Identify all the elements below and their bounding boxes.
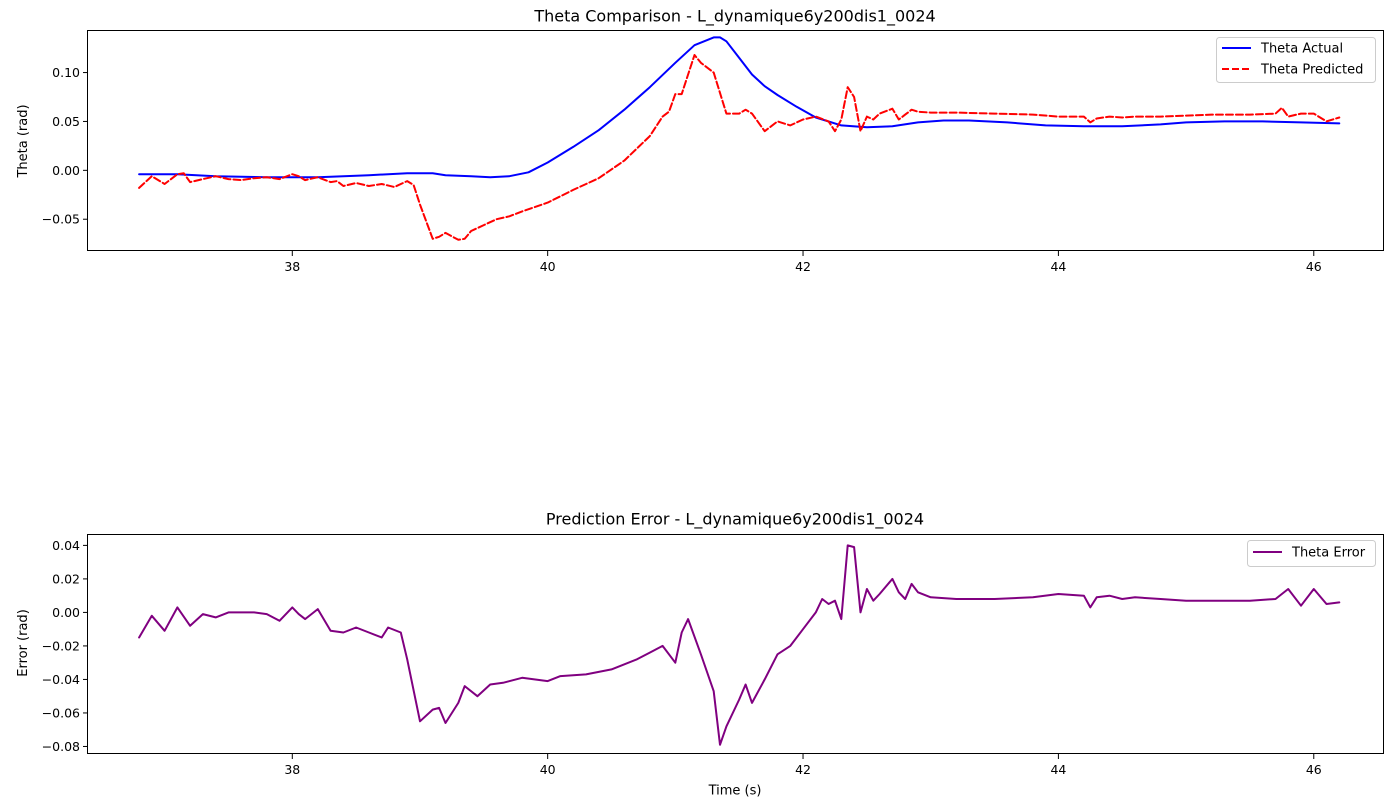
series-line-theta-actual bbox=[138, 36, 1341, 179]
chart-title: Prediction Error - L_dynamique6y200dis1_… bbox=[546, 510, 924, 530]
x-tick-label: 44 bbox=[1050, 259, 1066, 274]
series-line-theta-predicted bbox=[138, 54, 1341, 241]
y-tick-label: 0.04 bbox=[52, 538, 80, 553]
y-tick-label: −0.05 bbox=[42, 212, 80, 227]
x-tick-label: 40 bbox=[540, 762, 556, 777]
y-tick-label: 0.10 bbox=[52, 65, 80, 80]
x-tick-label: 46 bbox=[1306, 259, 1322, 274]
x-tick-label: 40 bbox=[540, 259, 556, 274]
x-tick-label: 46 bbox=[1306, 762, 1322, 777]
x-tick-label: 44 bbox=[1050, 762, 1066, 777]
axes-frame bbox=[87, 534, 1384, 754]
y-tick-label: −0.06 bbox=[42, 705, 80, 720]
legend: Theta Error bbox=[1247, 540, 1376, 567]
y-tick-label: 0.00 bbox=[52, 605, 80, 620]
plot-prediction-error: Prediction Error - L_dynamique6y200dis1_… bbox=[16, 510, 1384, 799]
legend-label-theta-actual: Theta Actual bbox=[1260, 42, 1343, 57]
legend: Theta Actual Theta Predicted bbox=[1216, 37, 1376, 83]
series-layer bbox=[138, 36, 1341, 241]
axes-frame bbox=[87, 30, 1384, 251]
x-tick-label: 38 bbox=[284, 762, 300, 777]
chart-title: Theta Comparison - L_dynamique6y200dis1_… bbox=[533, 7, 935, 27]
x-tick-label: 42 bbox=[795, 259, 811, 274]
y-tick-label: −0.08 bbox=[42, 739, 80, 754]
y-tick-label: 0.00 bbox=[52, 163, 80, 178]
legend-box bbox=[1216, 37, 1376, 83]
plot-theta-comparison: Theta Comparison - L_dynamique6y200dis1_… bbox=[16, 7, 1384, 274]
x-axis-label: Time (s) bbox=[708, 784, 762, 799]
y-tick-label: −0.04 bbox=[42, 672, 80, 687]
legend-box bbox=[1247, 540, 1376, 567]
tick-layer: 38 40 42 44 46 −0.08 −0.06 −0.04 −0.02 0.00 0.02 0.… bbox=[42, 538, 1322, 777]
legend-label-theta-predicted: Theta Predicted bbox=[1260, 63, 1363, 78]
y-tick-label: 0.02 bbox=[52, 571, 80, 586]
y-axis-label: Error (rad) bbox=[16, 609, 31, 677]
y-axis-label: Theta (rad) bbox=[16, 104, 31, 178]
series-layer bbox=[138, 544, 1341, 746]
legend-label-theta-error: Theta Error bbox=[1291, 546, 1366, 561]
series-line-theta-error bbox=[138, 544, 1341, 746]
tick-layer: 38 40 42 44 46 −0.05 0.00 0.05 0.10 bbox=[42, 65, 1322, 274]
y-tick-label: 0.05 bbox=[52, 114, 80, 129]
y-tick-label: −0.02 bbox=[42, 638, 80, 653]
x-tick-label: 42 bbox=[795, 762, 811, 777]
x-tick-label: 38 bbox=[284, 259, 300, 274]
